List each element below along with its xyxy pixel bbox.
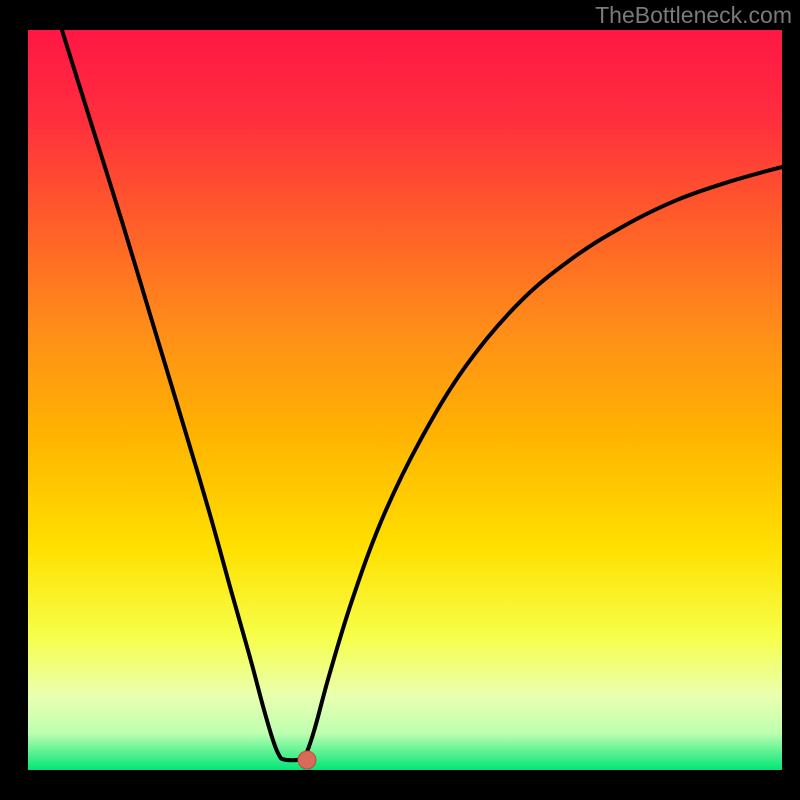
- bottleneck-curve: [28, 30, 782, 770]
- chart-frame: TheBottleneck.com: [0, 0, 800, 800]
- optimum-marker: [297, 751, 316, 770]
- curve-path: [62, 30, 782, 760]
- plot-area: [28, 30, 782, 770]
- watermark-text: TheBottleneck.com: [595, 2, 792, 29]
